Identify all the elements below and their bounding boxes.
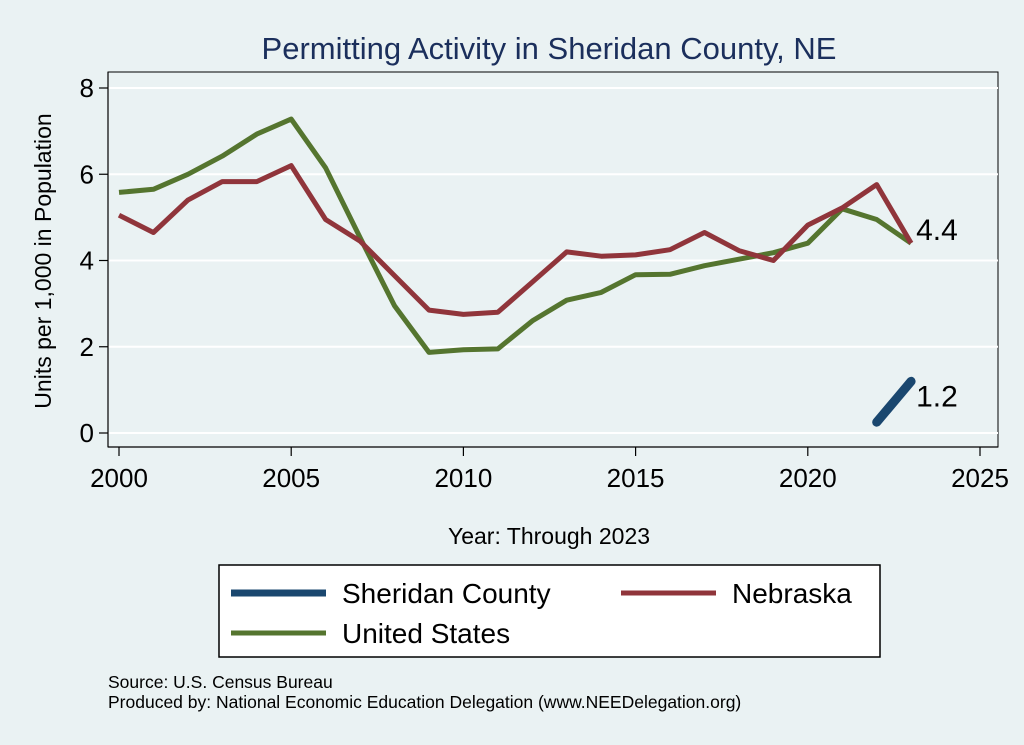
end-labels: 1.2 4.4	[916, 214, 958, 413]
x-tick-label: 2005	[262, 463, 320, 493]
produced-by-note: Produced by: National Economic Education…	[108, 692, 741, 712]
y-tick-label: 6	[80, 159, 94, 189]
x-tick-label: 2020	[779, 463, 837, 493]
legend-box	[218, 564, 881, 658]
x-tick-label: 2025	[951, 463, 1009, 493]
y-tick-label: 4	[80, 246, 94, 276]
legend-label-nebraska: Nebraska	[732, 578, 852, 609]
chart-title: Permitting Activity in Sheridan County, …	[262, 31, 837, 66]
end-label-sheridan-county: 1.2	[916, 380, 958, 413]
source-note: Source: U.S. Census Bureau	[108, 672, 333, 692]
x-tick-label: 2015	[607, 463, 665, 493]
x-tick-label: 2000	[90, 463, 148, 493]
x-axis-title: Year: Through 2023	[448, 523, 650, 549]
legend-label-united-states: United States	[342, 618, 510, 649]
x-tick-label: 2010	[434, 463, 492, 493]
y-tick-label: 2	[80, 332, 94, 362]
series-line-sheridan-county	[872, 376, 916, 427]
legend: Sheridan County Nebraska United States	[218, 564, 881, 658]
end-label-nebraska: 4.4	[916, 214, 958, 247]
y-tick-label: 0	[80, 418, 94, 448]
series-group	[117, 116, 916, 427]
y-axis-title: Units per 1,000 in Population	[30, 113, 56, 408]
y-tick-label: 8	[80, 73, 94, 103]
series-line-nebraska	[117, 163, 914, 317]
axes: 0 2 4 6 8 2000 2005 2010 2015 2020 2025	[80, 72, 1009, 493]
legend-label-sheridan-county: Sheridan County	[342, 578, 551, 609]
grid	[108, 87, 998, 434]
